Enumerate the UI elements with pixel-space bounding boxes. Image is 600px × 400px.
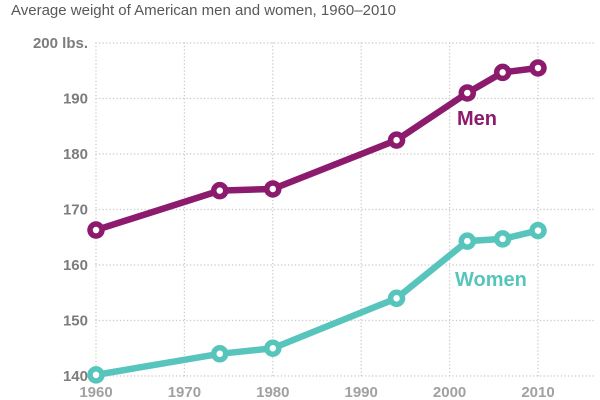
y-tick-label: 170 (63, 202, 88, 219)
x-tick-label: 2010 (521, 384, 554, 400)
women-series-line (92, 227, 542, 379)
men-data-point-marker (529, 59, 547, 77)
men-data-point-marker (87, 221, 105, 239)
x-tick-label: 1980 (256, 384, 289, 400)
y-tick-label: 190 (63, 91, 88, 108)
women-data-point-marker (529, 221, 547, 240)
y-tick-label: 150 (63, 313, 88, 330)
y-tick-label: 200 lbs. (33, 35, 88, 52)
chart-title: Average weight of American men and women… (11, 2, 396, 19)
men-data-point-marker (458, 84, 477, 102)
y-tick-label: 180 (63, 146, 88, 163)
women-data-point-marker (87, 366, 105, 384)
y-tick-label: 160 (63, 257, 88, 274)
women-data-point-marker (387, 289, 406, 308)
men-data-point-marker (387, 131, 406, 149)
men-data-point-marker (493, 63, 512, 82)
women-data-point-marker (458, 232, 477, 250)
men-data-point-marker (264, 180, 282, 198)
men-series-label: Men (457, 108, 497, 130)
x-tick-label: 1990 (345, 384, 378, 400)
x-tick-label: 1960 (79, 384, 112, 400)
x-tick-label: 2000 (433, 384, 466, 400)
women-data-point-marker (264, 339, 282, 357)
x-tick-label: 1970 (168, 384, 201, 400)
women-data-point-marker (211, 345, 229, 363)
women-data-point-marker (493, 230, 512, 248)
men-data-point-marker (211, 181, 229, 200)
women-series-label: Women (455, 269, 527, 291)
y-tick-label: 140 (63, 368, 88, 385)
